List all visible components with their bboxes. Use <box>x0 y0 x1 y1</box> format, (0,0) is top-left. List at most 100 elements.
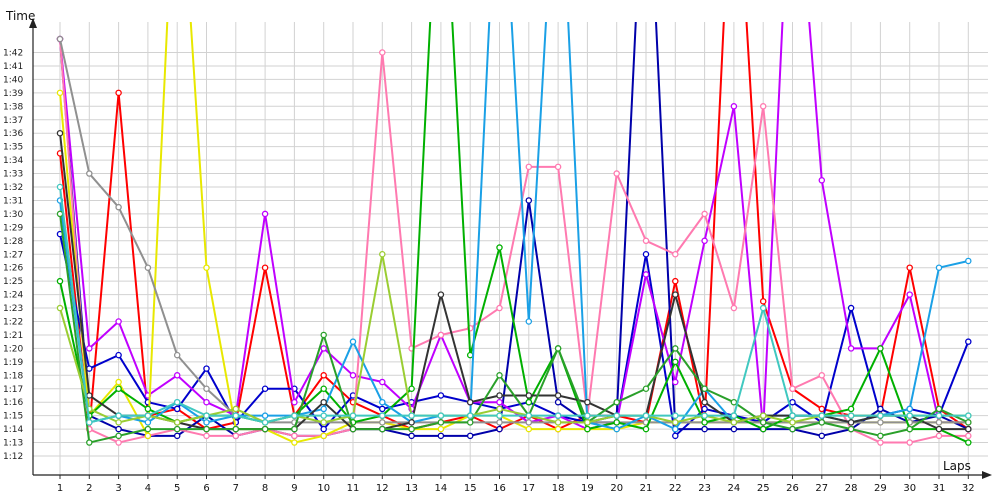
axes <box>29 18 992 479</box>
x-tick-label: 30 <box>903 483 916 494</box>
data-point <box>730 412 738 419</box>
data-point <box>584 398 591 406</box>
data-point <box>115 89 122 97</box>
y-tick-label: 1:18 <box>3 371 23 381</box>
data-point <box>672 250 679 258</box>
data-point <box>437 432 445 440</box>
data-point <box>261 385 269 392</box>
data-point <box>173 419 181 426</box>
data-point <box>584 425 591 433</box>
data-point <box>759 412 767 419</box>
series-line-13 <box>59 186 969 424</box>
data-point <box>496 425 503 433</box>
data-point <box>496 304 503 312</box>
x-tick-label: 23 <box>698 483 711 494</box>
data-point <box>584 412 591 419</box>
y-tick-label: 1:36 <box>3 129 23 139</box>
y-tick-label: 1:23 <box>3 304 23 314</box>
data-point <box>56 183 64 191</box>
x-tick-label: 8 <box>262 483 268 494</box>
data-point <box>965 419 972 426</box>
x-axis-title: Laps <box>943 459 971 473</box>
data-point <box>56 304 64 312</box>
series-line-7 <box>59 38 969 424</box>
data-point <box>730 398 738 406</box>
y-tick-label: 1:32 <box>3 183 23 193</box>
data-point <box>554 398 562 406</box>
data-point <box>818 177 826 184</box>
data-point <box>877 439 884 446</box>
data-point <box>642 425 650 433</box>
y-tick-label: 1:42 <box>3 49 23 59</box>
data-point <box>466 398 474 406</box>
data-point <box>144 405 152 413</box>
y-tick-label: 1:22 <box>3 318 23 328</box>
data-point <box>115 412 122 419</box>
y-tick-label: 1:14 <box>3 425 23 435</box>
data-point <box>408 425 415 433</box>
y-tick-label: 1:33 <box>3 170 23 180</box>
data-point <box>320 419 327 426</box>
data-point <box>232 432 240 440</box>
y-tick-label: 1:34 <box>3 156 23 166</box>
x-tick-label: 3 <box>115 483 121 494</box>
data-point <box>291 412 298 419</box>
x-axis-arrow <box>982 471 992 479</box>
data-point <box>672 419 679 426</box>
data-point <box>173 425 181 433</box>
data-point <box>144 412 152 419</box>
data-point <box>672 412 679 419</box>
data-point <box>437 331 445 339</box>
data-point <box>906 425 913 433</box>
data-point <box>965 257 972 265</box>
data-point <box>261 412 269 419</box>
y-tick-label: 1:13 <box>3 439 23 449</box>
series-line-5 <box>59 38 969 444</box>
data-point <box>525 398 533 406</box>
data-point <box>379 425 386 433</box>
data-point <box>906 439 913 446</box>
data-point <box>144 419 152 426</box>
data-point <box>789 412 796 419</box>
data-point <box>496 412 503 419</box>
data-point <box>203 398 210 406</box>
data-point <box>466 351 474 359</box>
data-point <box>320 425 327 433</box>
y-tick-label: 1:20 <box>3 344 23 354</box>
data-point <box>906 412 913 419</box>
data-point <box>320 412 327 419</box>
data-point <box>86 392 93 399</box>
data-point <box>203 264 210 271</box>
data-point <box>56 210 64 218</box>
data-point <box>613 398 620 406</box>
data-point <box>144 264 152 271</box>
y-tick-label: 1:25 <box>3 277 23 287</box>
series-line-12 <box>59 253 969 424</box>
data-point <box>173 372 181 379</box>
y-tick-label: 1:39 <box>3 89 23 99</box>
data-point <box>525 425 533 433</box>
data-point <box>642 412 650 419</box>
data-point <box>379 405 386 413</box>
data-point <box>291 439 298 446</box>
data-point <box>818 372 826 379</box>
y-tick-label: 1:29 <box>3 223 23 233</box>
data-point <box>86 345 93 352</box>
data-point <box>642 271 650 278</box>
data-point <box>379 412 386 419</box>
data-point <box>115 318 122 325</box>
y-tick-label: 1:19 <box>3 358 23 368</box>
y-tick-label: 1:31 <box>3 196 23 206</box>
data-point <box>965 425 972 433</box>
data-point <box>349 372 357 379</box>
y-tick-label: 1:26 <box>3 264 23 274</box>
y-tick-label: 1:12 <box>3 452 23 462</box>
x-tick-label: 21 <box>640 483 653 494</box>
data-point <box>115 419 122 426</box>
data-point <box>554 425 562 433</box>
x-tick-label: 6 <box>203 483 209 494</box>
data-point <box>906 405 913 413</box>
x-tick-label: 16 <box>493 483 506 494</box>
data-point <box>672 378 679 386</box>
data-point <box>232 405 240 413</box>
